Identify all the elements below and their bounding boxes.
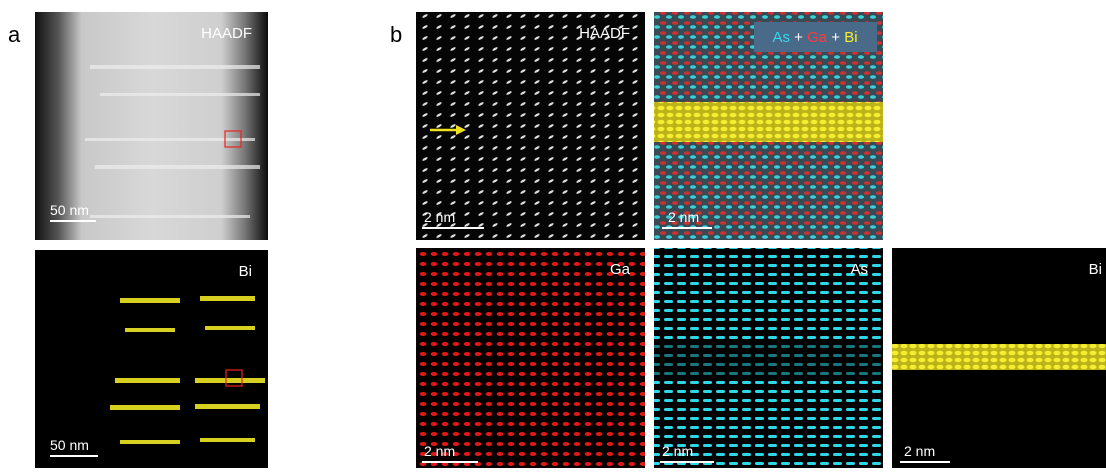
image-label: As: [850, 261, 868, 278]
image-label: Bi: [1089, 261, 1102, 278]
image-label: Bi: [239, 263, 252, 280]
panel-label: a: [8, 22, 21, 47]
figure: a HAADF 50 nm Bi 50 nm b HAADF 2 nm As +…: [0, 0, 1106, 472]
haadf-lattice: [416, 12, 645, 240]
scale-text: 2 nm: [424, 443, 455, 459]
image-label: HAADF: [579, 25, 630, 42]
scale-text: 2 nm: [662, 443, 693, 459]
ga-map: [416, 248, 645, 468]
scale-text: 50 nm: [50, 437, 89, 453]
scale-text: 2 nm: [904, 443, 935, 459]
overlay-label: As + Ga + Bi: [772, 29, 857, 46]
label-plus: +: [831, 29, 840, 46]
bi-band: [892, 344, 1106, 370]
page: a HAADF 50 nm Bi 50 nm b HAADF 2 nm As +…: [0, 0, 1106, 472]
label-plus: +: [794, 29, 803, 46]
label-ga: Ga: [807, 29, 828, 46]
as-depletion: [654, 340, 883, 375]
panel-label: b: [390, 22, 402, 47]
scale-text: 2 nm: [668, 209, 699, 225]
label-as: As: [772, 29, 790, 46]
scale-text: 2 nm: [424, 209, 455, 225]
label-bi: Bi: [844, 29, 857, 46]
bi-map: [35, 250, 268, 468]
image-label: Ga: [610, 261, 631, 278]
scale-text: 50 nm: [50, 202, 89, 218]
bi-band: [654, 102, 883, 142]
image-label: HAADF: [201, 25, 252, 42]
